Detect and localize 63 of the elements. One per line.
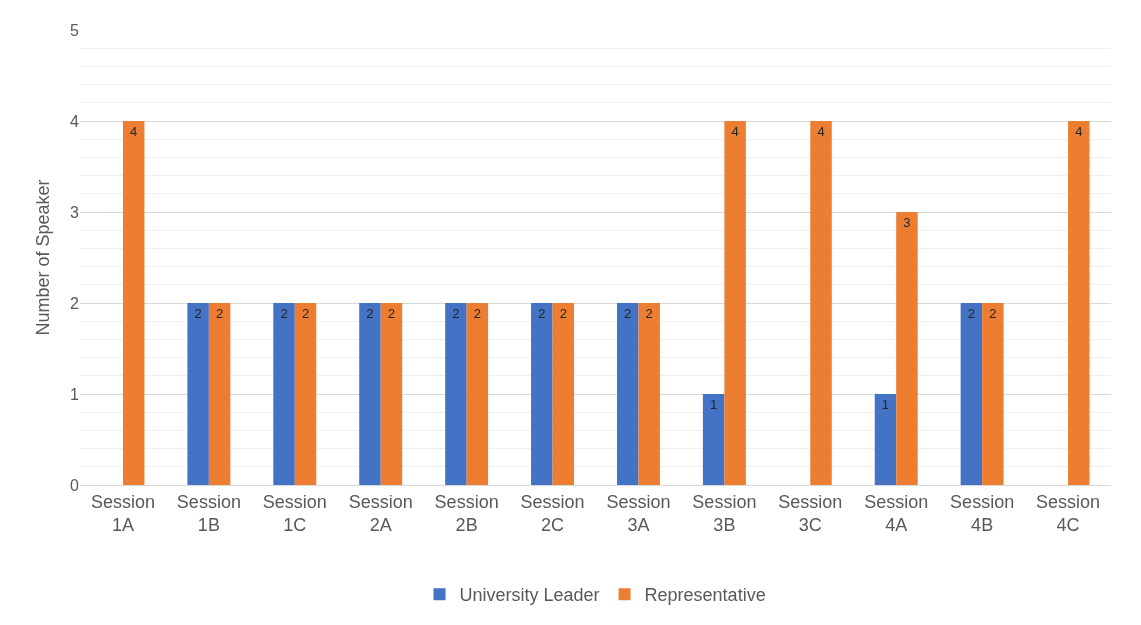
y-tick-label: 5 bbox=[70, 21, 80, 39]
bar bbox=[294, 303, 317, 485]
data-label: 2 bbox=[645, 306, 653, 321]
bar bbox=[638, 303, 660, 485]
legend-label: University Leader bbox=[459, 585, 600, 606]
x-tick-label: Session 1A bbox=[90, 491, 155, 535]
data-label: 4 bbox=[731, 124, 739, 139]
bar bbox=[531, 303, 553, 485]
y-tick-label: 1 bbox=[70, 385, 80, 403]
y-tick-label: 2 bbox=[70, 294, 80, 312]
bar bbox=[874, 394, 897, 485]
bar bbox=[552, 303, 575, 485]
data-label: 4 bbox=[817, 124, 825, 139]
x-tick-label: Session 3B bbox=[692, 491, 757, 535]
data-label: 2 bbox=[452, 306, 460, 321]
y-tick-label: 0 bbox=[70, 476, 80, 494]
data-label: 2 bbox=[989, 306, 997, 321]
x-tick-label: Session 4B bbox=[950, 491, 1015, 535]
bar bbox=[445, 303, 467, 485]
data-label: 2 bbox=[387, 306, 396, 321]
x-tick-label: Session 1B bbox=[176, 491, 241, 535]
x-tick-label: Session 1C bbox=[262, 491, 327, 535]
data-label: 2 bbox=[473, 306, 481, 321]
data-label: 1 bbox=[710, 397, 718, 412]
x-tick-label: Session 2C bbox=[520, 491, 585, 535]
bar bbox=[616, 303, 639, 485]
data-label: 2 bbox=[280, 306, 288, 321]
y-tick-label: 4 bbox=[70, 112, 80, 130]
bar bbox=[380, 303, 403, 485]
data-label: 2 bbox=[216, 306, 224, 321]
data-label: 4 bbox=[1075, 124, 1083, 139]
x-tick-label: Session 4C bbox=[1036, 491, 1101, 535]
bar bbox=[208, 303, 231, 485]
bar bbox=[982, 303, 1004, 485]
bar bbox=[960, 303, 983, 485]
bar bbox=[896, 212, 918, 485]
y-axis-title: Number of Speaker bbox=[33, 179, 54, 336]
bar bbox=[724, 121, 746, 485]
data-label: 2 bbox=[624, 306, 632, 321]
x-tick-label: Session 3C bbox=[778, 491, 843, 535]
bar bbox=[466, 303, 489, 485]
bar bbox=[359, 303, 381, 485]
data-label: 1 bbox=[881, 397, 890, 412]
data-label: 2 bbox=[366, 306, 374, 321]
x-tick-label: Session 2A bbox=[348, 491, 413, 535]
bar bbox=[810, 121, 832, 485]
data-label: 4 bbox=[130, 124, 138, 139]
legend-label: Representative bbox=[644, 585, 766, 606]
bar bbox=[1068, 121, 1090, 485]
data-label: 2 bbox=[559, 306, 567, 321]
y-tick-label: 3 bbox=[70, 203, 80, 221]
data-label: 2 bbox=[301, 306, 310, 321]
x-tick-label: Session 4A bbox=[864, 491, 929, 535]
data-label: 2 bbox=[194, 306, 202, 321]
bar bbox=[273, 303, 295, 485]
data-label: 3 bbox=[903, 215, 911, 230]
data-label: 2 bbox=[967, 306, 976, 321]
bar bbox=[187, 303, 209, 485]
x-tick-label: Session 3A bbox=[606, 491, 671, 535]
x-tick-label: Session 2B bbox=[434, 491, 499, 535]
data-label: 2 bbox=[538, 306, 546, 321]
bar bbox=[702, 394, 725, 485]
bar bbox=[122, 121, 145, 485]
